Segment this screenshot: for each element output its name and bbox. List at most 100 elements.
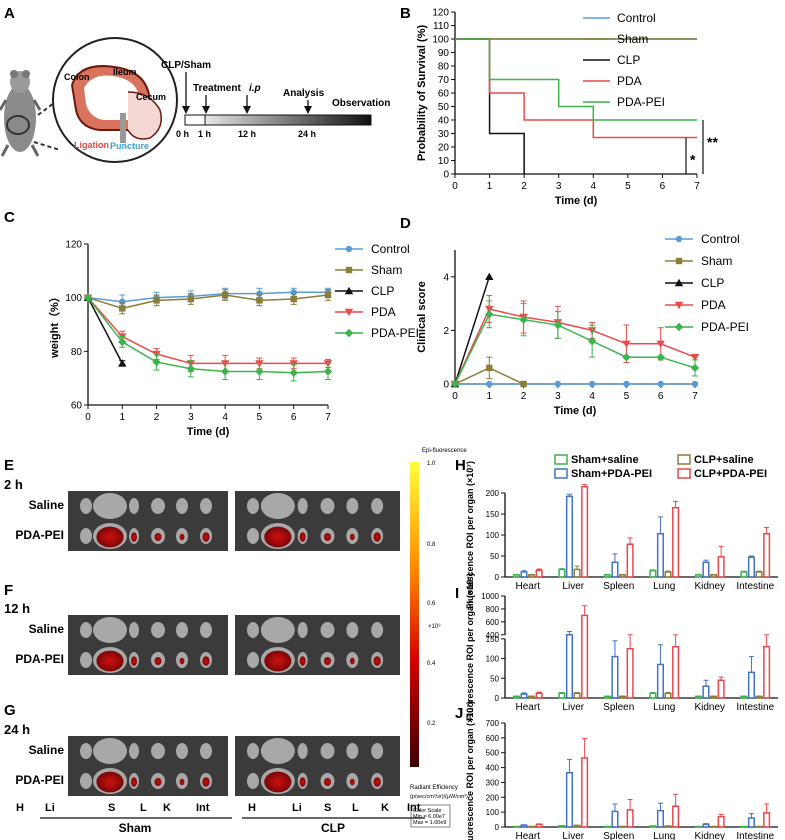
scale-tick: 0.8 <box>427 542 436 548</box>
legend-label: Control <box>617 11 656 25</box>
timeline-bar <box>184 114 372 126</box>
legend-swatch <box>554 454 568 465</box>
x-tick-label: 3 <box>555 391 561 402</box>
fluorescence-signal <box>264 526 292 548</box>
clinical-point <box>622 353 631 362</box>
clinical-point <box>450 379 460 389</box>
fluorescence-signal <box>131 532 137 542</box>
legend-swatch <box>554 468 568 479</box>
fluorescence-signal <box>373 656 381 666</box>
organ-image <box>346 743 359 759</box>
category-label: Lung <box>653 581 675 592</box>
legend-label: PDA-PEI <box>617 95 665 109</box>
bar-heart-3 <box>535 569 543 578</box>
bar-spleen-1 <box>611 561 619 578</box>
organ-image <box>371 498 384 514</box>
fluorescence-signal <box>264 771 292 793</box>
organ-image <box>176 622 188 638</box>
bar-kidney-3 <box>717 556 725 578</box>
label-clp-sham: CLP/Sham <box>161 60 211 71</box>
bar-spleen-3 <box>626 647 634 699</box>
fluorescence-signal <box>131 656 137 666</box>
group-label-clp: CLP <box>321 821 345 835</box>
clinical-point <box>691 380 699 388</box>
legend-label: CLP <box>701 276 724 290</box>
organ-image <box>371 622 384 638</box>
legend-marker <box>675 257 683 265</box>
y-axis-label: Fluorescence ROI per organ (×10⁷) <box>465 573 475 721</box>
panel-label-h: H <box>455 457 466 474</box>
organ-image <box>176 498 188 514</box>
organ-label-clp: S <box>324 802 331 814</box>
bar-liver-0 <box>558 568 566 578</box>
y-axis-label: Clinical score <box>416 281 428 353</box>
sig-star: * <box>690 152 696 168</box>
organ-image <box>247 773 259 789</box>
radiant-efficiency: Radiant Efficiency <box>410 785 458 791</box>
y-tick-label: 100 <box>486 655 500 664</box>
bar-spleen-2 <box>619 695 627 699</box>
y-tick-label: 50 <box>490 674 499 683</box>
x-tick-label: 5 <box>625 181 631 192</box>
weight-point <box>153 297 160 304</box>
bar-spleen-0 <box>603 574 611 578</box>
bar-intestine-3 <box>763 812 771 828</box>
y-tick-label: 10 <box>438 156 450 167</box>
bar-kidney-3 <box>717 679 725 699</box>
fluorescence-signal <box>373 777 381 787</box>
legend-label: Control <box>701 232 740 246</box>
y-axis-label: Fluorescence ROI per organ (×10⁷) <box>465 701 475 840</box>
legend-label: PDA <box>617 74 642 88</box>
organ-label-clp: H <box>248 802 256 814</box>
mouse-illustration <box>0 70 42 157</box>
label-ip: i.p <box>249 83 261 94</box>
y-tick-label: 20 <box>438 143 450 154</box>
color-scale-max: Max = 1.00e9 <box>413 820 446 826</box>
legend-label: PDA <box>701 298 726 312</box>
fluorescence-signal <box>179 533 185 541</box>
bar-kidney-1 <box>702 685 710 699</box>
clinical-point <box>657 380 664 388</box>
x-tick-label: 5 <box>624 391 630 402</box>
organ-image <box>247 622 259 638</box>
organ-image <box>151 498 165 514</box>
x-tick-label: 1 <box>487 181 493 192</box>
fluorescence-signal <box>131 777 137 787</box>
category-label: Intestine <box>736 581 774 592</box>
weight-point <box>220 367 230 376</box>
category-label: Kidney <box>694 831 725 840</box>
bar-heart-0 <box>512 695 520 699</box>
sig-double-star: ** <box>707 134 718 150</box>
y-axis-label: Probability of Survival (%) <box>416 25 428 162</box>
organ-image <box>93 617 127 643</box>
weight-point <box>221 291 229 299</box>
category-label: Heart <box>516 581 541 592</box>
weight-point <box>290 295 297 303</box>
organ-image <box>247 498 259 514</box>
y-tick-label: 90 <box>438 48 450 59</box>
bar-heart-1 <box>520 571 528 578</box>
weight-point <box>255 367 264 376</box>
clinical-point <box>554 380 562 388</box>
legend-swatch <box>677 454 691 465</box>
clinical-point <box>519 315 528 324</box>
legend-label: Sham+saline <box>571 454 639 466</box>
y-tick-label: 1000 <box>481 592 499 601</box>
organ-image <box>176 743 188 759</box>
category-label: Kidney <box>694 702 725 713</box>
label-observation: Observation <box>332 98 390 109</box>
bar-heart-3 <box>535 823 543 828</box>
bar-lung-2 <box>664 692 672 699</box>
x-tick-label: 0 <box>85 412 91 423</box>
category-label: Heart <box>516 702 541 713</box>
x-tick-label: 2 <box>154 412 160 423</box>
radiant-unit: (p/sec/cm²/sr)/(μW/cm²) <box>410 794 468 800</box>
category-label: Kidney <box>694 581 725 592</box>
legend-marker <box>675 235 683 243</box>
legend-marker <box>344 308 354 317</box>
y-tick-label: 0 <box>495 573 500 582</box>
y-tick-label: 120 <box>65 240 82 251</box>
clinical-point <box>690 354 700 362</box>
legend-label: CLP+PDA-PEI <box>694 468 767 480</box>
